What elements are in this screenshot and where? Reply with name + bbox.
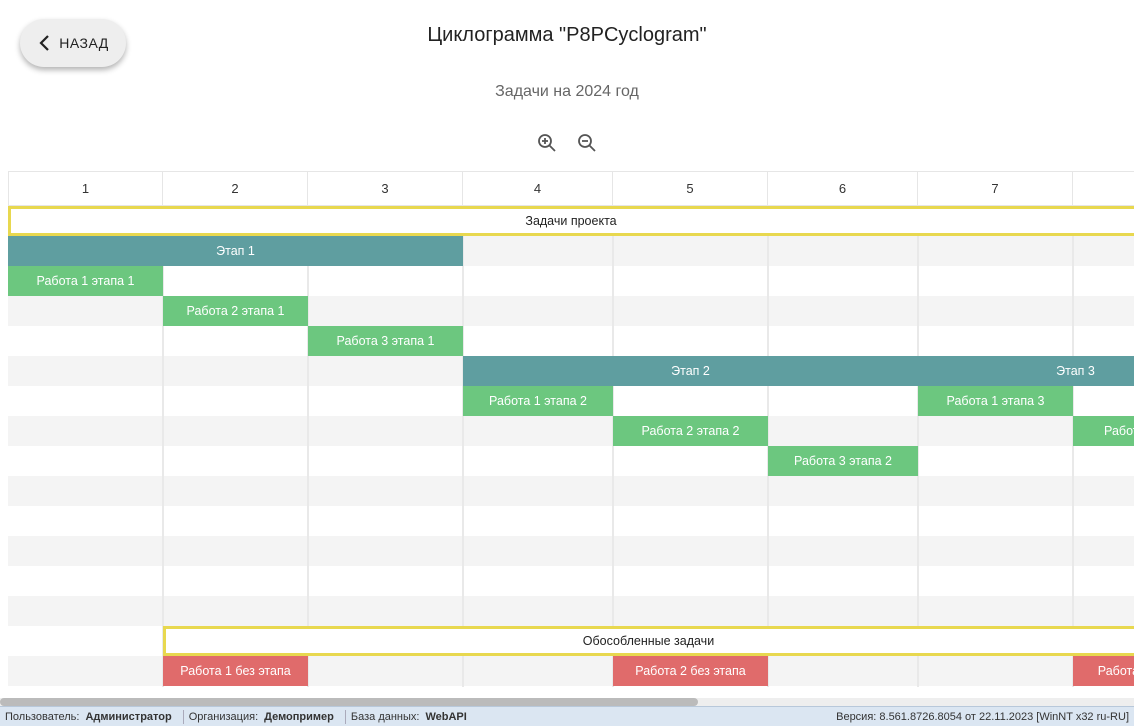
grid-row [8, 566, 1134, 596]
grid-row [8, 266, 1134, 296]
horizontal-scrollbar[interactable] [0, 698, 1134, 706]
group-label: Обособленные задачи [582, 634, 715, 648]
column-divider [917, 206, 919, 687]
column-header: 5 [613, 171, 768, 206]
column-divider [612, 206, 614, 687]
page-title: Циклограмма "P8PCyclogram" [427, 24, 707, 46]
column-header: 6 [768, 171, 918, 206]
db-label: База данных: [350, 710, 420, 723]
zoom-in-icon[interactable] [535, 131, 559, 155]
grid-row [8, 476, 1134, 506]
column-divider [162, 206, 164, 687]
grid-row [8, 596, 1134, 626]
db-value: WebAPI [425, 710, 467, 723]
grid-row [8, 506, 1134, 536]
column-divider [307, 206, 309, 687]
stage-bar[interactable]: Этап 3 [918, 356, 1134, 386]
back-button[interactable]: НАЗАД [20, 19, 126, 67]
grid-row [8, 446, 1134, 476]
group-header: Обособленные задачи [163, 626, 1134, 656]
group-label: Задачи проекта [525, 214, 617, 228]
task-bar[interactable]: Работа 3 этапа 2 [768, 446, 918, 476]
user-label: Пользователь: [5, 710, 80, 723]
task-bar[interactable]: Работа 2 этапа 2 [613, 416, 768, 446]
grid-row [8, 536, 1134, 566]
zoom-out-icon[interactable] [575, 131, 599, 155]
page-subtitle: Задачи на 2024 год [495, 83, 639, 100]
stage-bar[interactable]: Этап 1 [8, 236, 463, 266]
column-header: 2 [163, 171, 308, 206]
org-value: Демопример [264, 710, 334, 723]
version-text: Версия: 8.561.8726.8054 от 22.11.2023 [W… [836, 710, 1129, 723]
task-bar[interactable]: Работа 2 этапа 3 [1073, 416, 1134, 446]
status-bar: Пользователь: Администратор Организация: Д… [0, 706, 1134, 726]
task-bar[interactable]: Работа 3 этапа 1 [308, 326, 463, 356]
org-label: Организация: [188, 710, 259, 723]
back-label: НАЗАД [59, 35, 109, 51]
task-bar[interactable]: Работа 2 этапа 1 [163, 296, 308, 326]
group-header: Задачи проекта [8, 206, 1134, 236]
stage-bar[interactable]: Этап 2 [463, 356, 918, 386]
task-bar[interactable]: Работа 1 этапа 1 [8, 266, 163, 296]
column-header: 4 [463, 171, 613, 206]
column-header: 1 [8, 171, 163, 206]
task-bar[interactable]: Работа 3 без этапа [1073, 656, 1134, 686]
cyclogram-grid: 12345678 Задачи проекта Обособленные задач… [8, 171, 1134, 687]
column-divider [1072, 206, 1074, 687]
grid-row [8, 326, 1134, 356]
user-value: Администратор [85, 710, 172, 723]
column-header: 8 [1073, 171, 1134, 206]
task-bar[interactable]: Работа 1 этапа 3 [918, 386, 1073, 416]
column-header: 3 [308, 171, 463, 206]
task-bar[interactable]: Работа 1 без этапа [163, 656, 308, 686]
task-bar[interactable]: Работа 1 этапа 2 [463, 386, 613, 416]
column-header: 7 [918, 171, 1073, 206]
scrollbar-thumb[interactable] [0, 698, 698, 706]
grid-row [8, 416, 1134, 446]
column-divider [462, 206, 464, 687]
task-bar[interactable]: Работа 2 без этапа [613, 656, 768, 686]
chevron-left-icon [39, 35, 50, 51]
